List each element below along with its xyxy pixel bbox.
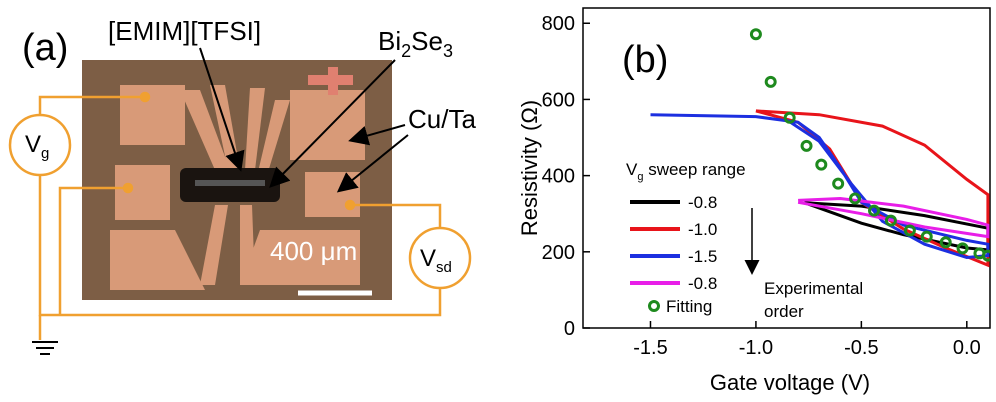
contact-label: Cu/Ta	[408, 104, 476, 134]
legend-label: -0.8	[688, 274, 717, 293]
text: V	[25, 131, 41, 158]
x-tick-label: 0.0	[953, 337, 981, 359]
annotation: order	[764, 302, 804, 321]
x-tick-label: -1.5	[633, 337, 667, 359]
x-tick-label: -1.0	[739, 337, 773, 359]
y-tick-label: 200	[542, 242, 575, 264]
text: Se	[411, 26, 443, 56]
chart-title: (b)	[622, 39, 668, 81]
y-tick-label: 600	[542, 89, 575, 111]
text: 3	[443, 41, 453, 61]
legend-title: Vg sweep range	[626, 160, 746, 183]
text: sd	[436, 259, 452, 276]
data-point	[785, 113, 794, 122]
y-tick-label: 0	[564, 318, 575, 340]
page: {"panel_a":{"label":"(a)","electrolyte":…	[0, 0, 996, 402]
legend-label: -1.5	[688, 247, 717, 266]
data-point	[802, 141, 811, 150]
y-tick-label: 800	[542, 13, 575, 35]
electrolyte-label: [EMIM][TFSI]	[108, 16, 261, 46]
legend-marker	[650, 302, 659, 311]
data-point	[922, 232, 931, 241]
scale-label: 400 μm	[270, 236, 357, 266]
y-tick-label: 400	[542, 166, 575, 188]
y-axis-label: Resistivity (Ω)	[517, 100, 542, 236]
data-line	[756, 111, 988, 265]
data-point	[834, 179, 843, 188]
x-tick-label: -0.5	[844, 337, 878, 359]
text: 2	[401, 41, 411, 61]
ground	[32, 342, 58, 354]
text: g	[41, 145, 49, 162]
data-point	[817, 160, 826, 169]
data-point	[751, 30, 760, 39]
x-axis-label: Gate voltage (V)	[710, 370, 870, 395]
legend-label: Fitting	[666, 297, 712, 316]
figure: (a) [EMIM][TFSI] Bi2Se3 Cu/Ta 400 μm Vg …	[0, 0, 996, 402]
text: V	[420, 245, 436, 272]
text: sweep range	[643, 160, 745, 179]
annotation: Experimental	[764, 279, 863, 298]
panel-label: (a)	[22, 27, 68, 69]
text: Bi	[378, 26, 401, 56]
text: V	[626, 160, 638, 179]
legend-label: -1.0	[688, 220, 717, 239]
data-point	[851, 194, 860, 203]
legend-label: -0.8	[688, 193, 717, 212]
material-label: Bi2Se3	[378, 26, 453, 61]
data-point	[766, 77, 775, 86]
